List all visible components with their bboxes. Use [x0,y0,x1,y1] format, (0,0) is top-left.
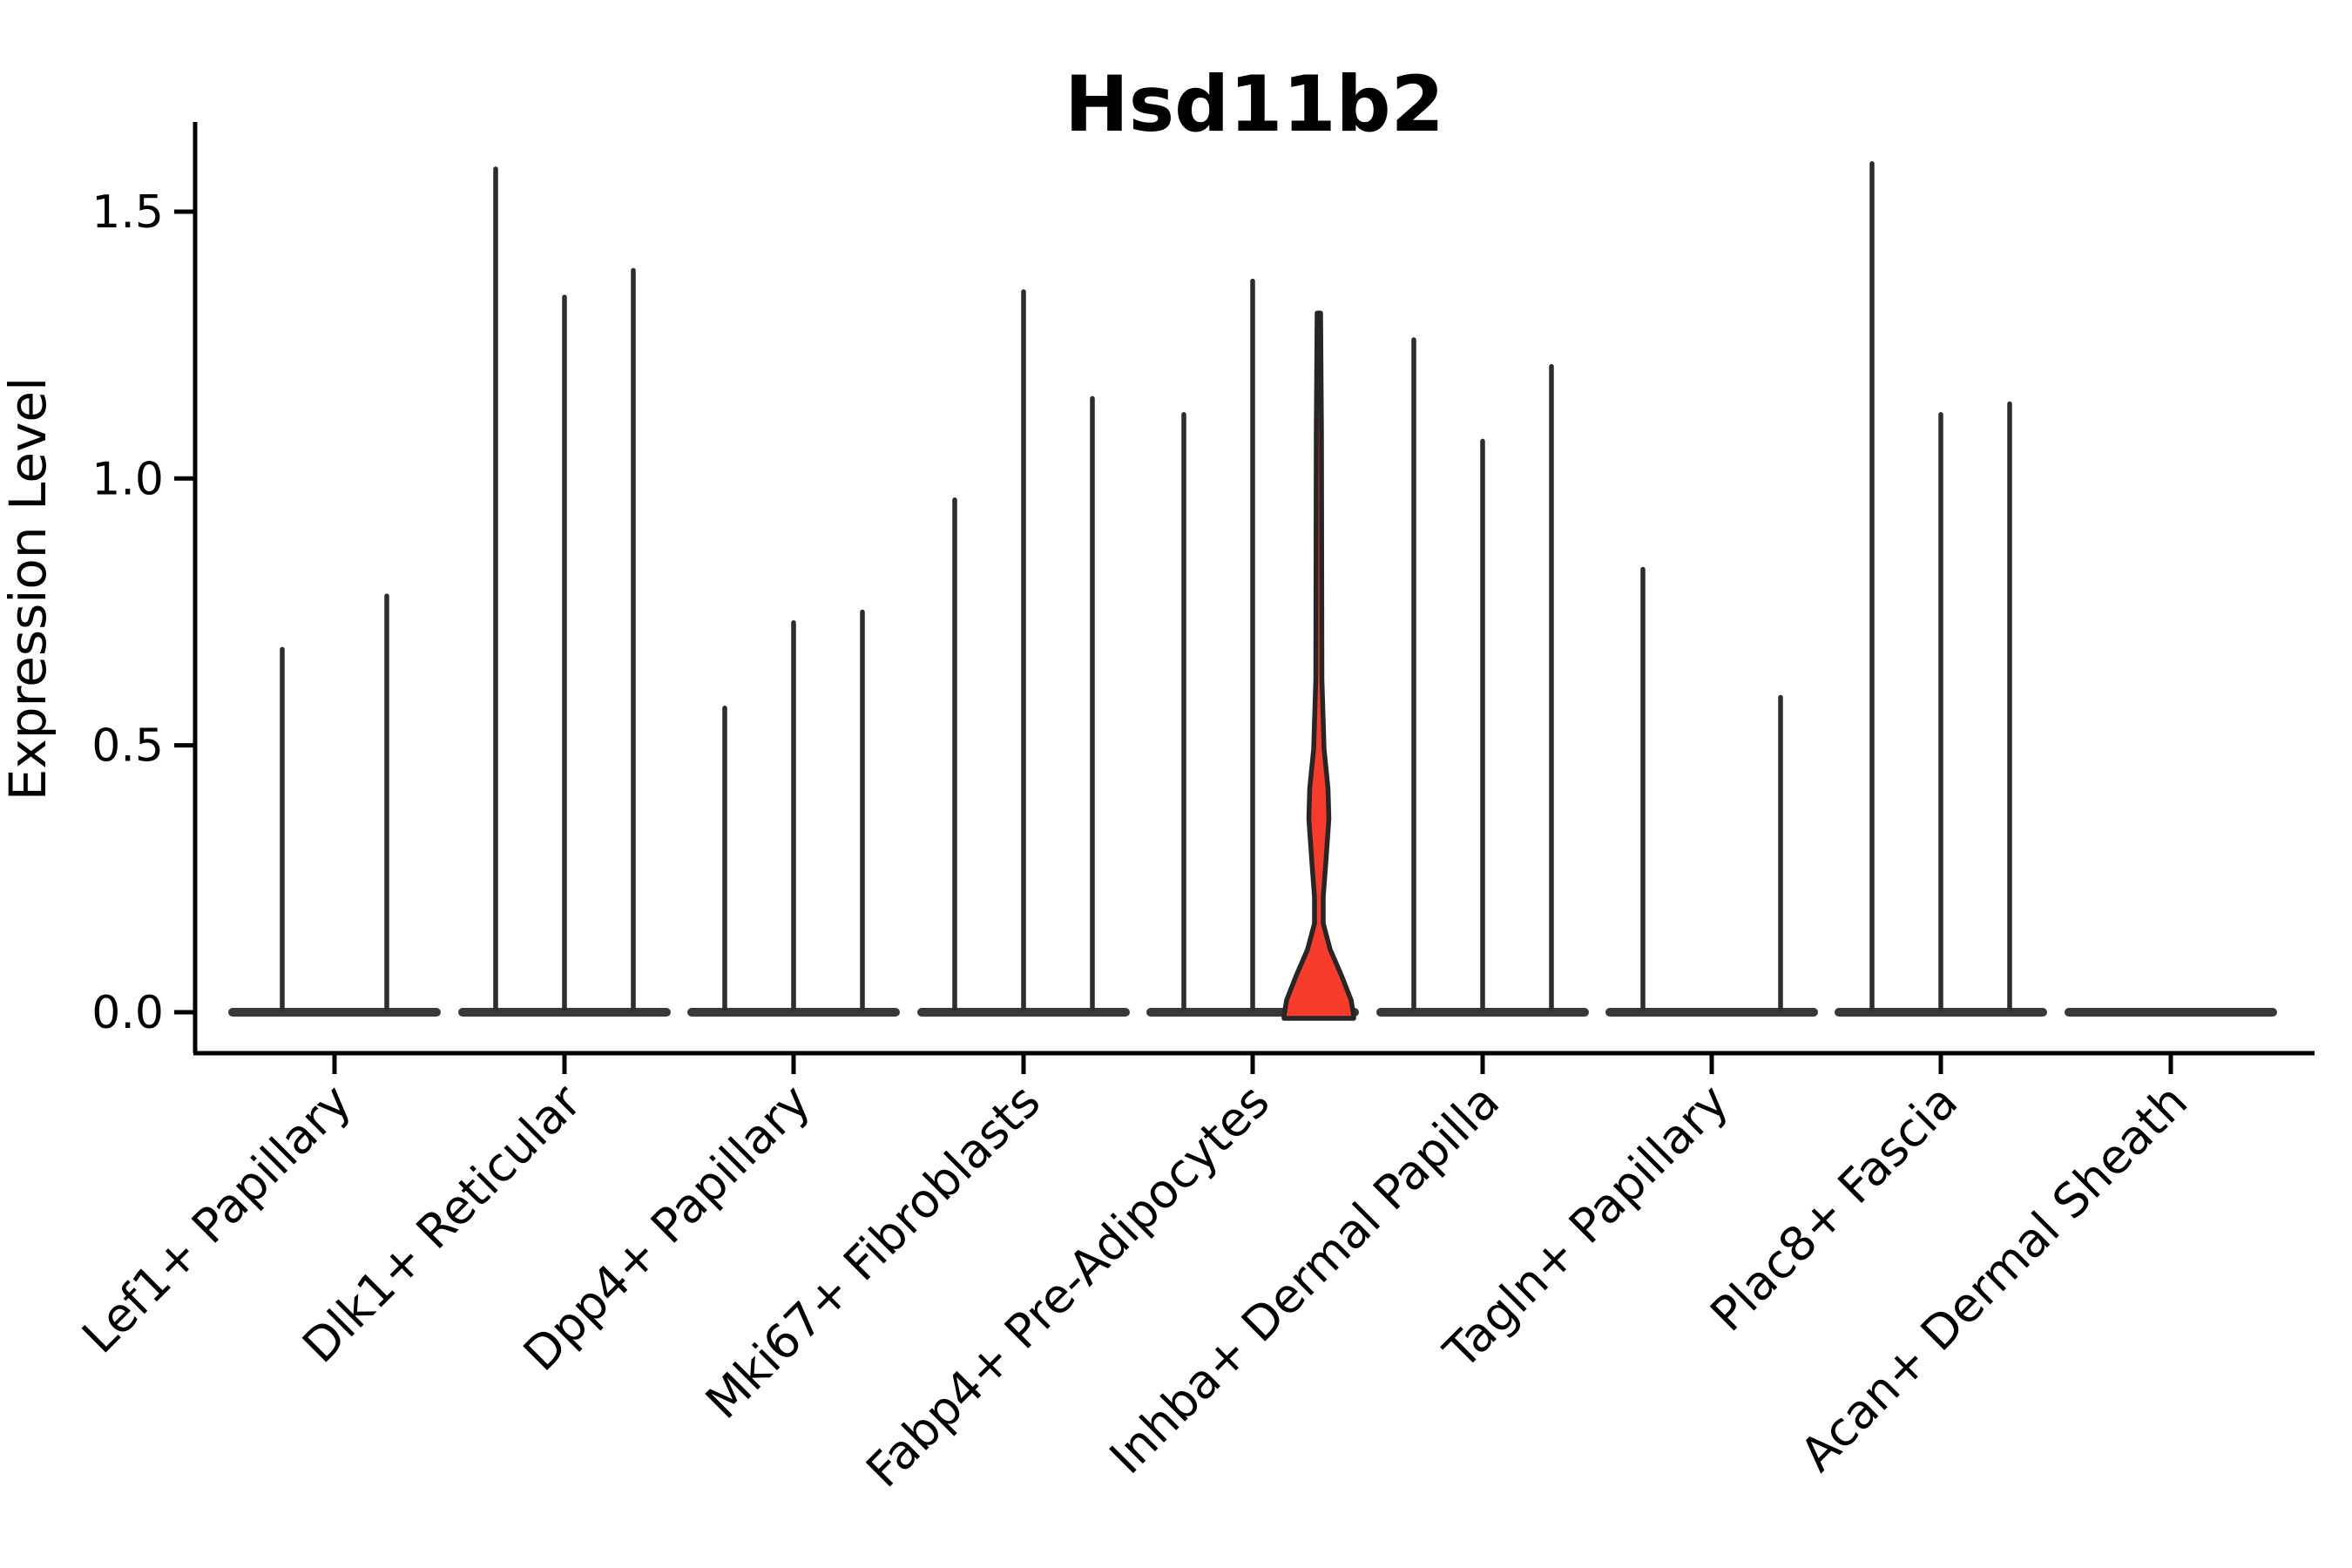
x-category-label: Acan+ Dermal Sheath [1790,1074,2198,1482]
y-tick-label: 1.0 [91,453,164,505]
y-tick-label: 0.0 [91,987,164,1039]
violin-base-4 [917,1008,1130,1017]
violin-base-2 [458,1008,671,1017]
x-category-label: Inhba+ Dermal Papilla [1099,1074,1510,1484]
violin-base-7 [1605,1008,1818,1017]
x-category-label: Plac8+ Fascia [1700,1074,1968,1342]
violin-base-8 [1835,1008,2047,1017]
violin-base-3 [687,1008,900,1017]
y-axis-label: Expression Level [0,377,57,801]
x-category-label: Fabp4+ Pre-Adipocytes [855,1074,1280,1498]
chart-title: Hsd11b2 [1064,59,1444,149]
violin-base-1 [228,1008,441,1017]
violin-base-9 [2065,1008,2277,1017]
violins-layer [228,161,2277,1021]
y-tick-label: 1.5 [91,186,164,239]
highlighted-violin [1281,310,1356,1021]
violin-base-6 [1376,1008,1589,1017]
y-tick-label: 0.5 [91,720,164,773]
